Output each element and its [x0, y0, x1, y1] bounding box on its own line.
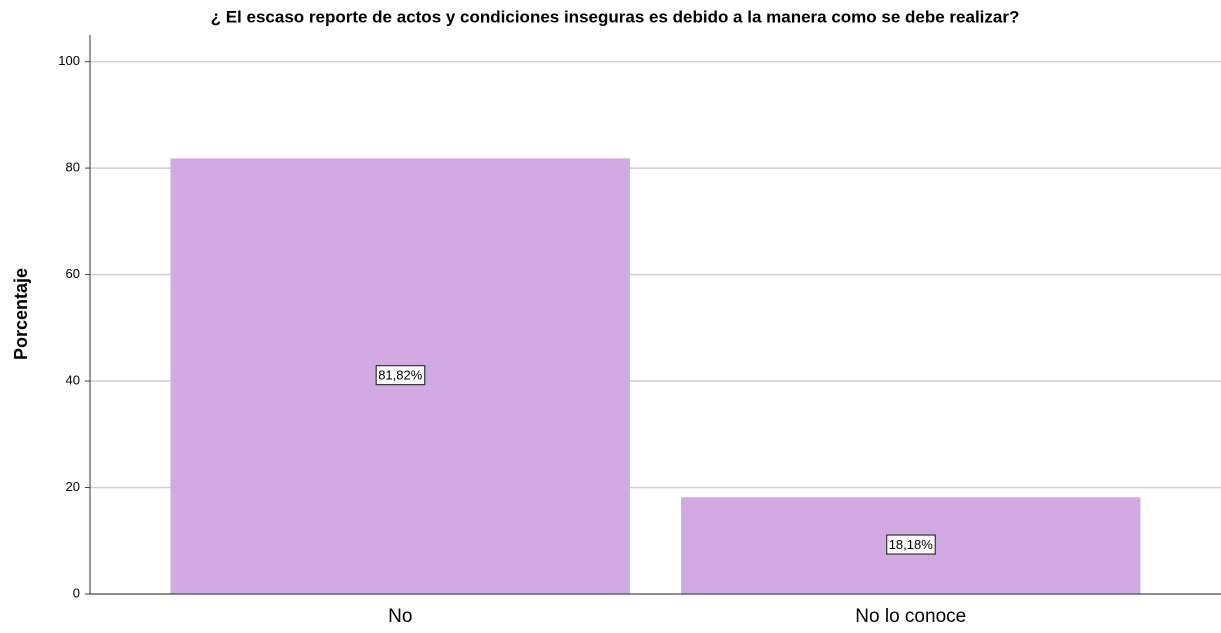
y-tick-label: 80	[66, 160, 80, 175]
data-label-box	[375, 365, 426, 386]
y-tick-label: 100	[58, 53, 80, 68]
y-tick-label: 60	[66, 266, 80, 281]
x-tick-label: No lo conoce	[855, 606, 966, 627]
y-axis-label: Porcentaje	[11, 268, 31, 360]
x-tick-label: No	[388, 606, 412, 627]
chart-title: ¿ El escaso reporte de actos y condicion…	[211, 7, 1020, 26]
y-tick-label: 0	[73, 585, 80, 600]
data-label-box	[886, 534, 936, 555]
y-tick-label: 20	[66, 479, 80, 494]
data-label: 81,82%	[378, 368, 423, 383]
y-tick-label: 40	[66, 372, 80, 387]
data-label: 18,18%	[889, 537, 934, 552]
